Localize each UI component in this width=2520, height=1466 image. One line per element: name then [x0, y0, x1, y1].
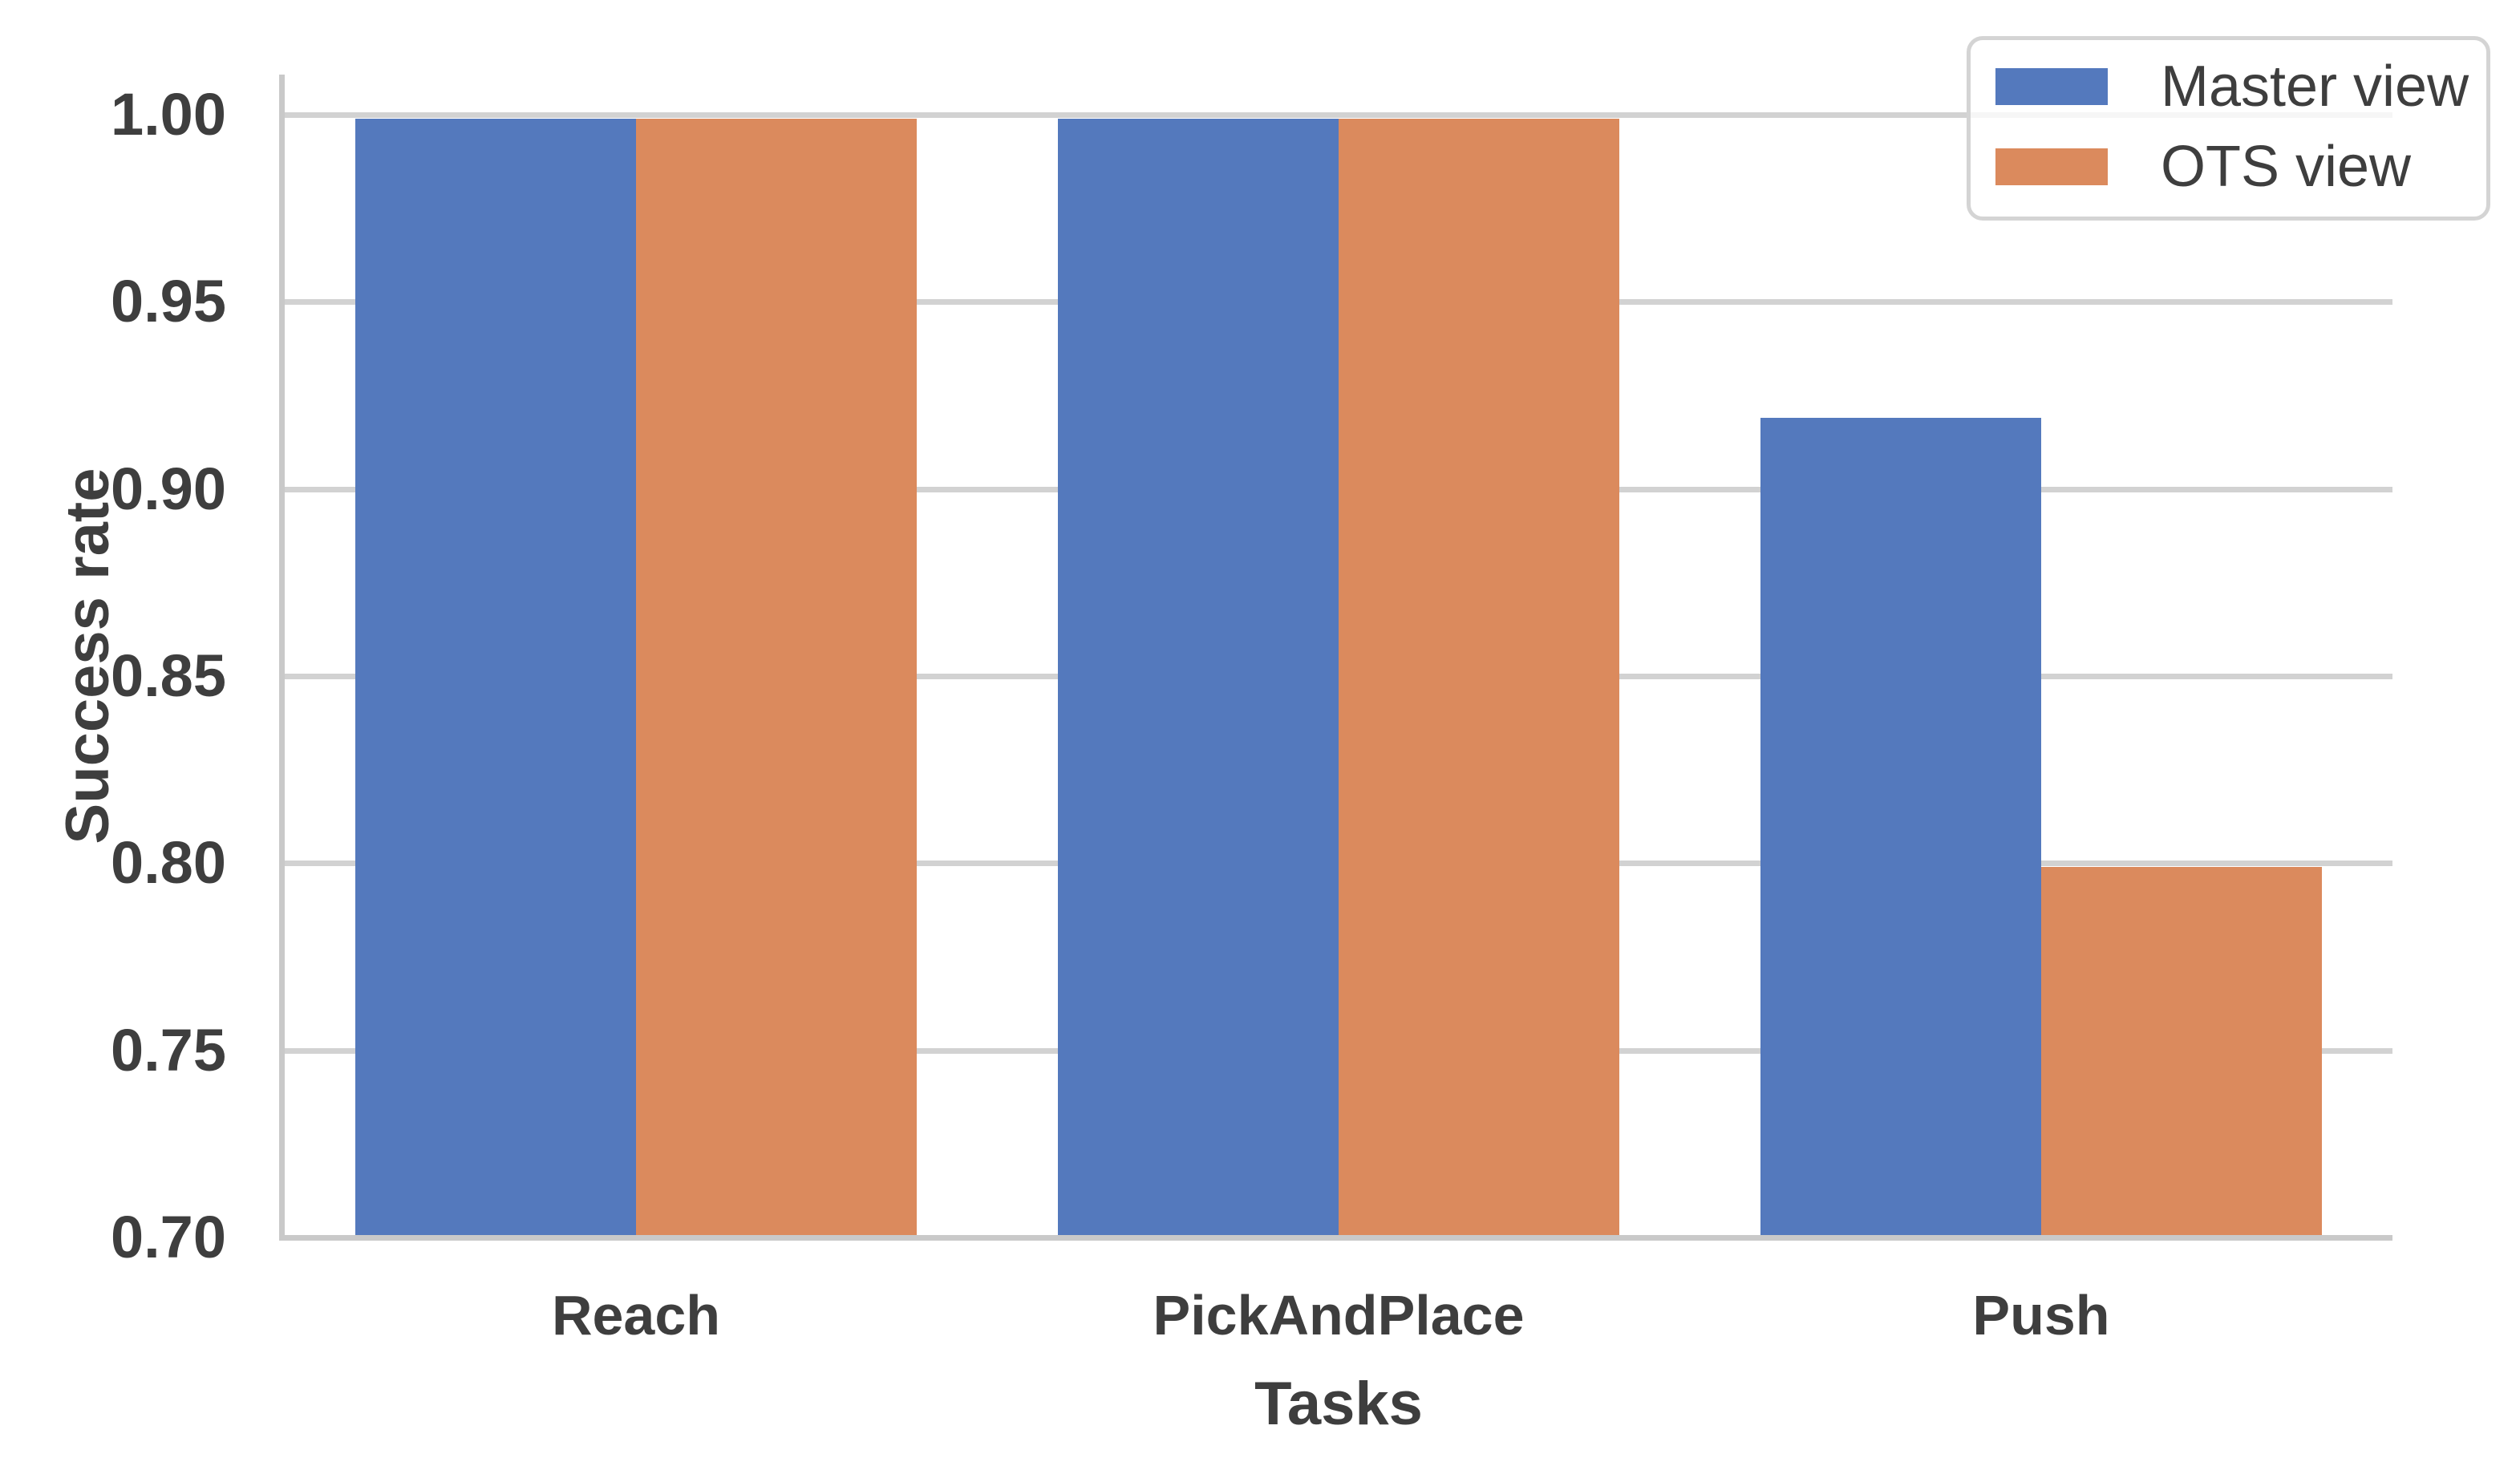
y-tick-label: 0.70 [110, 1204, 226, 1270]
legend-label: OTS view [2161, 135, 2412, 199]
x-tick-label-push: Push [1972, 1284, 2110, 1347]
bar-ots-view-push [2041, 867, 2322, 1235]
y-tick-label: 0.85 [110, 642, 226, 709]
bar-master-view-reach [355, 119, 636, 1235]
legend-row: Master view [1995, 47, 2486, 127]
x-axis-label: Tasks [1254, 1370, 1423, 1438]
x-axis-spine [279, 1235, 2392, 1241]
bar-ots-view-reach [636, 119, 917, 1235]
bar-master-view-pickandplace [1058, 119, 1339, 1235]
y-tick-label: 1.00 [110, 81, 226, 148]
y-tick-label: 0.80 [110, 829, 226, 897]
legend-row: OTS view [1995, 127, 2486, 207]
y-tick-label: 0.75 [110, 1016, 226, 1083]
legend: Master view OTS view [1967, 36, 2490, 221]
y-tick-label: 0.90 [110, 455, 226, 522]
bar-master-view-push [1760, 418, 2041, 1235]
x-tick-label-reach: Reach [551, 1284, 721, 1347]
y-axis-spine [279, 75, 285, 1241]
legend-swatch-master-view [1995, 68, 2108, 105]
legend-label: Master view [2161, 55, 2469, 119]
gridline-y-1.00 [279, 112, 2392, 118]
y-tick-label: 0.95 [110, 268, 226, 335]
x-tick-label-pickandplace: PickAndPlace [1153, 1284, 1525, 1347]
legend-swatch-ots-view [1995, 148, 2108, 185]
bar-ots-view-pickandplace [1339, 119, 1619, 1235]
